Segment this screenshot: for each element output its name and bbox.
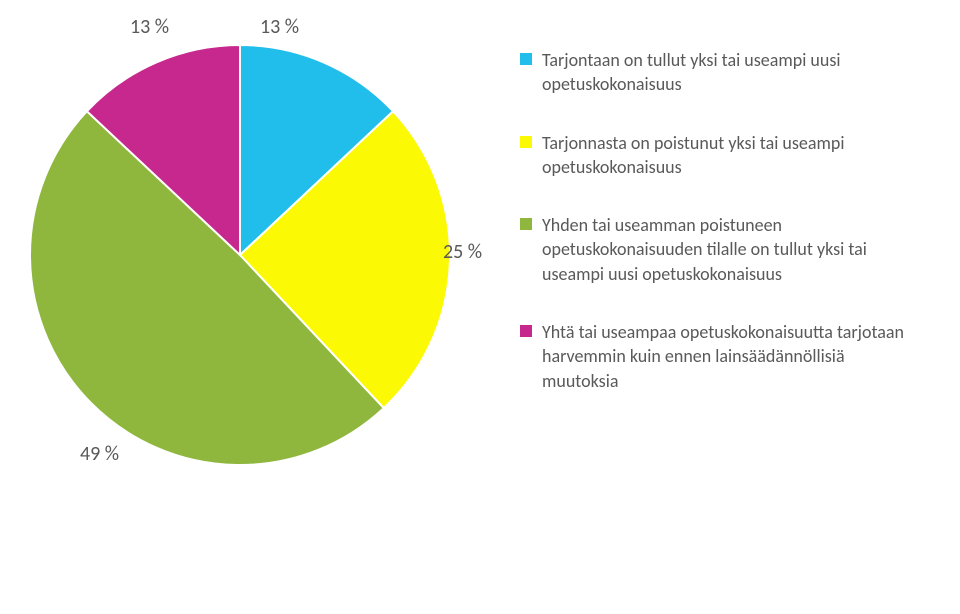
legend-item: Tarjonnasta on poistunut yksi tai useamp…	[520, 131, 930, 180]
legend-swatch	[520, 53, 532, 65]
slice-percent-label: 49 %	[80, 442, 119, 466]
legend: Tarjontaan on tullut yksi tai useampi uu…	[520, 48, 930, 427]
legend-label: Tarjontaan on tullut yksi tai useampi uu…	[542, 48, 912, 97]
legend-label: Tarjonnasta on poistunut yksi tai useamp…	[542, 131, 912, 180]
slice-percent-label: 25 %	[443, 240, 482, 264]
legend-label: Yhtä tai useampaa opetuskokonaisuutta ta…	[542, 320, 912, 393]
legend-swatch	[520, 136, 532, 148]
legend-swatch	[520, 218, 532, 230]
slice-percent-label: 13 %	[260, 15, 299, 39]
legend-item: Tarjontaan on tullut yksi tai useampi uu…	[520, 48, 930, 97]
legend-item: Yhden tai useamman poistuneen opetuskoko…	[520, 213, 930, 286]
slice-percent-label: 13 %	[130, 15, 169, 39]
legend-label: Yhden tai useamman poistuneen opetuskoko…	[542, 213, 912, 286]
pie-svg	[25, 40, 455, 470]
legend-swatch	[520, 325, 532, 337]
legend-item: Yhtä tai useampaa opetuskokonaisuutta ta…	[520, 320, 930, 393]
pie-chart: 13 %25 %49 %13 %	[25, 40, 455, 470]
